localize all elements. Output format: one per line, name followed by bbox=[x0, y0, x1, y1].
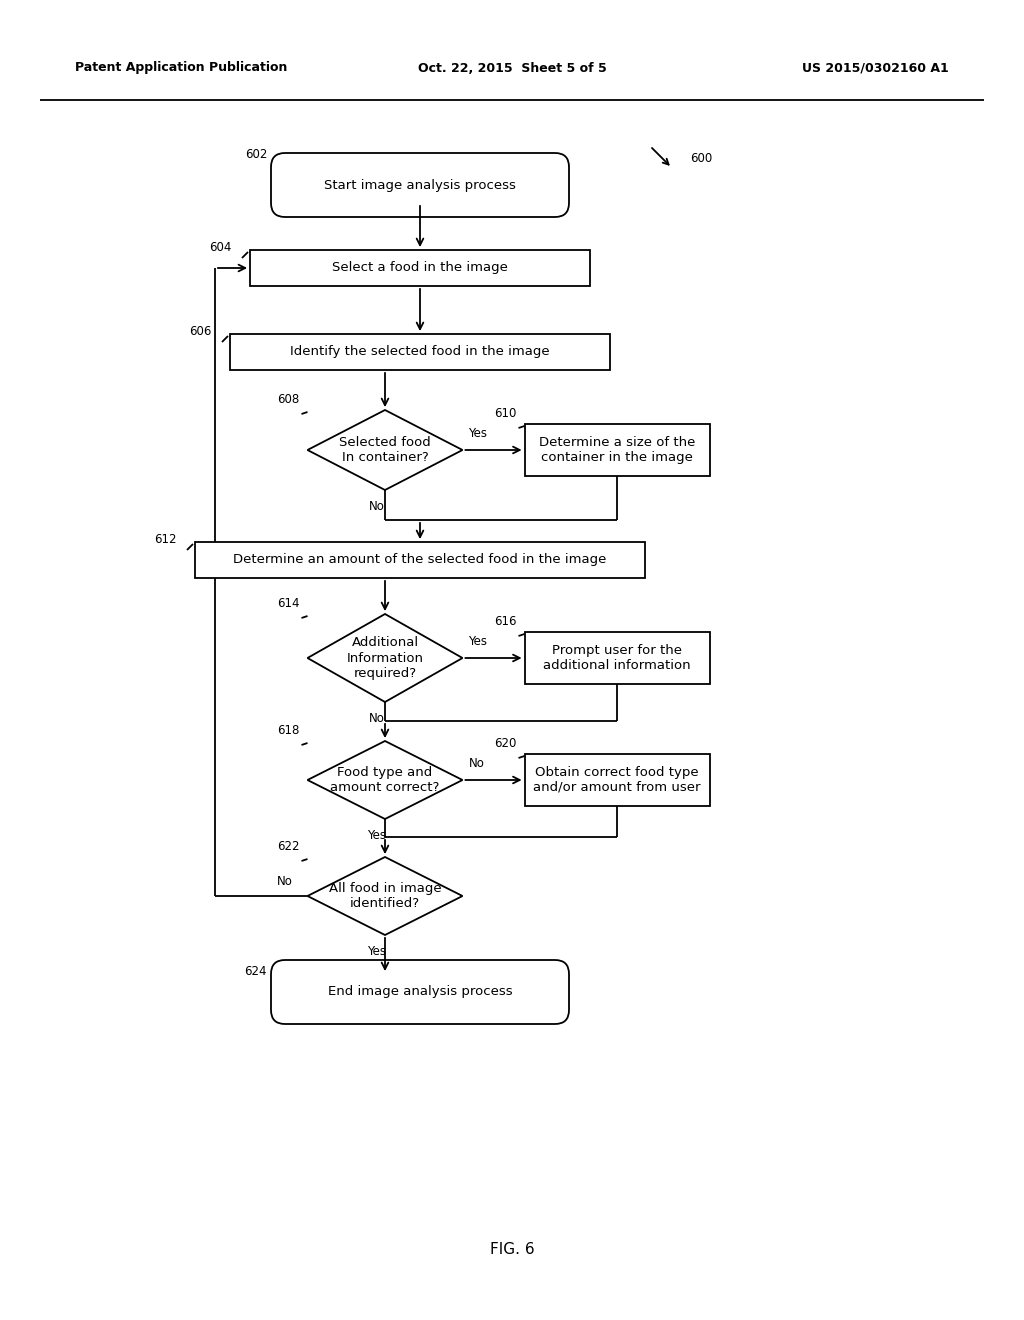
Text: Select a food in the image: Select a food in the image bbox=[332, 261, 508, 275]
Text: Yes: Yes bbox=[368, 829, 386, 842]
Text: 622: 622 bbox=[278, 840, 299, 853]
Text: Determine a size of the
container in the image: Determine a size of the container in the… bbox=[539, 436, 695, 465]
Text: Identify the selected food in the image: Identify the selected food in the image bbox=[290, 346, 550, 359]
Text: 600: 600 bbox=[690, 152, 713, 165]
Bar bbox=[524, 754, 710, 807]
Polygon shape bbox=[307, 411, 463, 490]
Text: All food in image
identified?: All food in image identified? bbox=[329, 882, 441, 909]
Text: Determine an amount of the selected food in the image: Determine an amount of the selected food… bbox=[233, 553, 606, 566]
Bar bbox=[230, 334, 610, 370]
Text: 608: 608 bbox=[278, 393, 299, 407]
Text: 618: 618 bbox=[278, 723, 299, 737]
Text: 614: 614 bbox=[278, 597, 299, 610]
Text: No: No bbox=[369, 711, 385, 725]
Text: Additional
Information
required?: Additional Information required? bbox=[346, 636, 424, 680]
Bar bbox=[524, 424, 710, 477]
Text: 602: 602 bbox=[245, 148, 267, 161]
Polygon shape bbox=[307, 857, 463, 935]
Text: Patent Application Publication: Patent Application Publication bbox=[75, 62, 288, 74]
Text: 612: 612 bbox=[155, 533, 177, 546]
Text: No: No bbox=[469, 756, 484, 770]
FancyBboxPatch shape bbox=[271, 960, 569, 1024]
Text: 610: 610 bbox=[495, 407, 516, 420]
Polygon shape bbox=[307, 614, 463, 702]
Text: 616: 616 bbox=[494, 615, 516, 628]
Text: Prompt user for the
additional information: Prompt user for the additional informati… bbox=[543, 644, 691, 672]
Bar bbox=[195, 543, 645, 578]
Text: End image analysis process: End image analysis process bbox=[328, 986, 512, 998]
Bar bbox=[250, 249, 590, 286]
Text: Yes: Yes bbox=[469, 426, 487, 440]
Text: FIG. 6: FIG. 6 bbox=[489, 1242, 535, 1258]
Bar bbox=[524, 632, 710, 684]
Polygon shape bbox=[307, 741, 463, 818]
Text: US 2015/0302160 A1: US 2015/0302160 A1 bbox=[802, 62, 949, 74]
Text: Yes: Yes bbox=[469, 635, 487, 648]
Text: Oct. 22, 2015  Sheet 5 of 5: Oct. 22, 2015 Sheet 5 of 5 bbox=[418, 62, 606, 74]
Text: Food type and
amount correct?: Food type and amount correct? bbox=[331, 766, 439, 795]
Text: 620: 620 bbox=[495, 737, 516, 750]
Text: Start image analysis process: Start image analysis process bbox=[324, 178, 516, 191]
Text: No: No bbox=[369, 500, 385, 513]
Text: Yes: Yes bbox=[368, 945, 386, 958]
Text: 604: 604 bbox=[210, 242, 232, 253]
FancyBboxPatch shape bbox=[271, 153, 569, 216]
Text: No: No bbox=[276, 875, 293, 888]
Text: 624: 624 bbox=[245, 965, 267, 978]
Text: 606: 606 bbox=[189, 325, 212, 338]
Text: Obtain correct food type
and/or amount from user: Obtain correct food type and/or amount f… bbox=[534, 766, 700, 795]
Text: Selected food
In container?: Selected food In container? bbox=[339, 436, 431, 465]
